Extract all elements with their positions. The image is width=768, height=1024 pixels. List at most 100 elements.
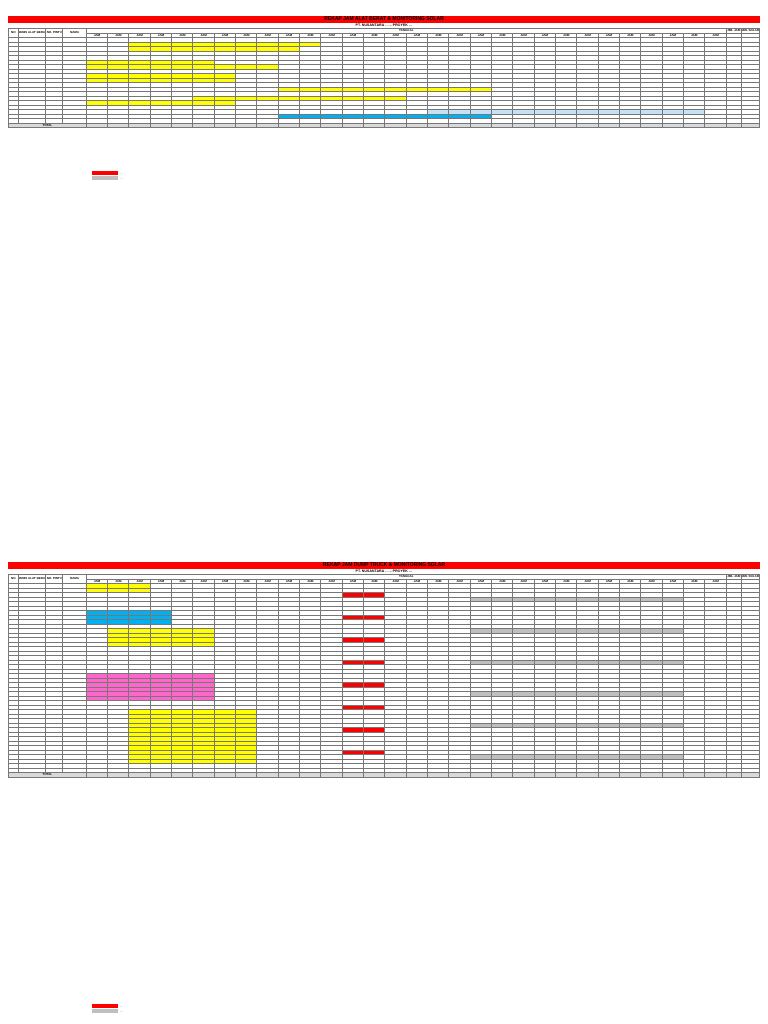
legend-label: … xyxy=(120,175,123,180)
total-cell xyxy=(469,772,493,778)
legend-label: … xyxy=(120,1003,123,1008)
total-cell xyxy=(448,122,471,128)
legend-item: … xyxy=(92,1003,123,1008)
total-cell xyxy=(384,122,407,128)
total-cell xyxy=(107,122,130,128)
table-row xyxy=(8,68,761,74)
table-row xyxy=(8,628,761,634)
table-row xyxy=(8,601,761,607)
col-total-solar: JML SOLAR xyxy=(740,574,761,580)
total-cell xyxy=(363,122,386,128)
total-cell xyxy=(256,122,279,128)
total-cell xyxy=(171,122,194,128)
table-row xyxy=(8,73,761,79)
total-cell xyxy=(85,772,109,778)
total-cell xyxy=(235,772,258,778)
total-row: TOTAL xyxy=(8,122,761,128)
col-equipment-type: JENIS ALAT BERAT xyxy=(17,574,47,584)
table-row xyxy=(8,655,761,661)
total-cell xyxy=(597,772,621,778)
total-cell xyxy=(533,122,557,128)
total-cell xyxy=(469,122,493,128)
total-cell xyxy=(683,772,706,778)
unit-row: JAM JAM JAM JAM JAM JAM JAM JAM JAM JAM JAM JAM JAM J… xyxy=(9,578,761,584)
table-row xyxy=(8,637,761,643)
total-cell xyxy=(427,122,450,128)
total-cell xyxy=(277,122,301,128)
total-cell xyxy=(597,122,621,128)
total-cell xyxy=(192,772,215,778)
legend-swatch xyxy=(92,175,118,180)
total-cell xyxy=(725,772,742,778)
total-cell xyxy=(576,772,599,778)
table-row xyxy=(8,592,761,598)
total-cell xyxy=(704,772,727,778)
legend-swatch xyxy=(92,1003,118,1008)
total-cell xyxy=(740,122,761,128)
total-cell xyxy=(235,122,258,128)
total-cell xyxy=(704,122,727,128)
total-cell xyxy=(512,122,535,128)
total-cell xyxy=(405,122,429,128)
total-label: TOTAL xyxy=(8,772,87,778)
col-door-no: NO. PINTU xyxy=(45,28,64,38)
col-no: NO xyxy=(8,28,19,38)
table-row xyxy=(8,668,761,674)
total-cell xyxy=(725,122,742,128)
legend-item: … xyxy=(92,175,123,180)
total-cell xyxy=(299,772,322,778)
total-cell xyxy=(683,122,706,128)
total-cell xyxy=(661,772,685,778)
col-equipment-type: JENIS ALAT BERAT xyxy=(17,28,47,38)
table-row xyxy=(8,55,761,61)
sheet-subtitle: PT. NUSANTARA … – PROYEK … xyxy=(355,23,413,27)
total-cell xyxy=(149,122,173,128)
total-cell xyxy=(341,122,365,128)
total-cell xyxy=(740,772,761,778)
total-cell xyxy=(341,772,365,778)
table-row xyxy=(8,722,761,728)
total-label: TOTAL xyxy=(8,122,87,128)
col-total-hours: JML JAM xyxy=(725,28,742,34)
table-row xyxy=(8,91,761,97)
total-cell xyxy=(640,122,663,128)
legend-item: … xyxy=(92,170,123,175)
table-row xyxy=(8,64,761,70)
legend-swatch xyxy=(92,1008,118,1013)
total-cell xyxy=(256,772,279,778)
total-cell xyxy=(619,772,642,778)
total-cell xyxy=(299,122,322,128)
total-cell xyxy=(149,772,173,778)
col-total-hours: JML JAM xyxy=(725,574,742,580)
total-cell xyxy=(192,122,215,128)
legend-label: … xyxy=(120,1008,123,1013)
table-row xyxy=(8,767,761,773)
total-cell xyxy=(427,772,450,778)
total-cell xyxy=(128,772,151,778)
dump-truck-sheet: REKAP JAM DUMP TRUCK & MONITORING SOLAR … xyxy=(8,562,761,778)
equipment-hours-table: NO JENIS ALAT BERAT NO. PINTU NAMA TANGG… xyxy=(8,28,761,128)
table-row xyxy=(8,610,761,616)
total-cell xyxy=(277,772,301,778)
table-row xyxy=(8,704,761,710)
sheet-title: REKAP JAM ALAT BERAT & MONITORING SOLAR xyxy=(8,16,760,23)
table-row xyxy=(8,736,761,742)
total-cell xyxy=(640,772,663,778)
total-cell xyxy=(555,122,578,128)
total-cell xyxy=(576,122,599,128)
col-name: NAMA xyxy=(62,574,87,584)
total-cell xyxy=(363,772,386,778)
legend-swatch xyxy=(92,170,118,175)
total-cell xyxy=(213,772,237,778)
total-cell xyxy=(128,122,151,128)
total-cell xyxy=(85,122,109,128)
col-total-solar: JML SOLAR xyxy=(740,28,761,34)
table-row xyxy=(8,727,761,733)
legend-bottom: … … xyxy=(92,1003,123,1013)
col-door-no: NO. PINTU xyxy=(45,574,64,584)
legend-top: … … xyxy=(92,170,123,180)
total-cell xyxy=(213,122,237,128)
total-cell xyxy=(661,122,685,128)
sheet-subtitle: PT. NUSANTARA … – PROYEK … xyxy=(355,569,413,573)
table-row xyxy=(8,104,761,110)
